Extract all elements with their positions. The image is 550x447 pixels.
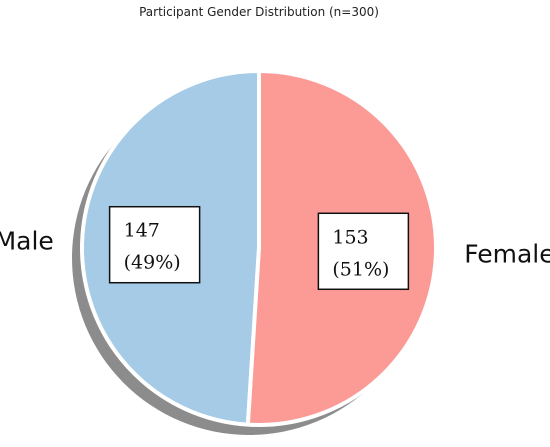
pie-category-label-female: Female <box>464 239 550 268</box>
pie-labels: Male 147 (49%) Female 153 (51%) <box>0 205 550 291</box>
data-label-percent-male: (49%) <box>124 252 181 274</box>
value-box-female <box>317 212 410 291</box>
pie-category-label-male: Male <box>0 227 54 256</box>
chart-title: Participant Gender Distribution (n=300) <box>139 5 379 19</box>
data-label-percent-female: (51%) <box>332 258 389 280</box>
value-box-male <box>108 205 201 284</box>
data-label-value-male: 147 <box>124 220 160 242</box>
data-label-value-female: 153 <box>332 226 368 248</box>
